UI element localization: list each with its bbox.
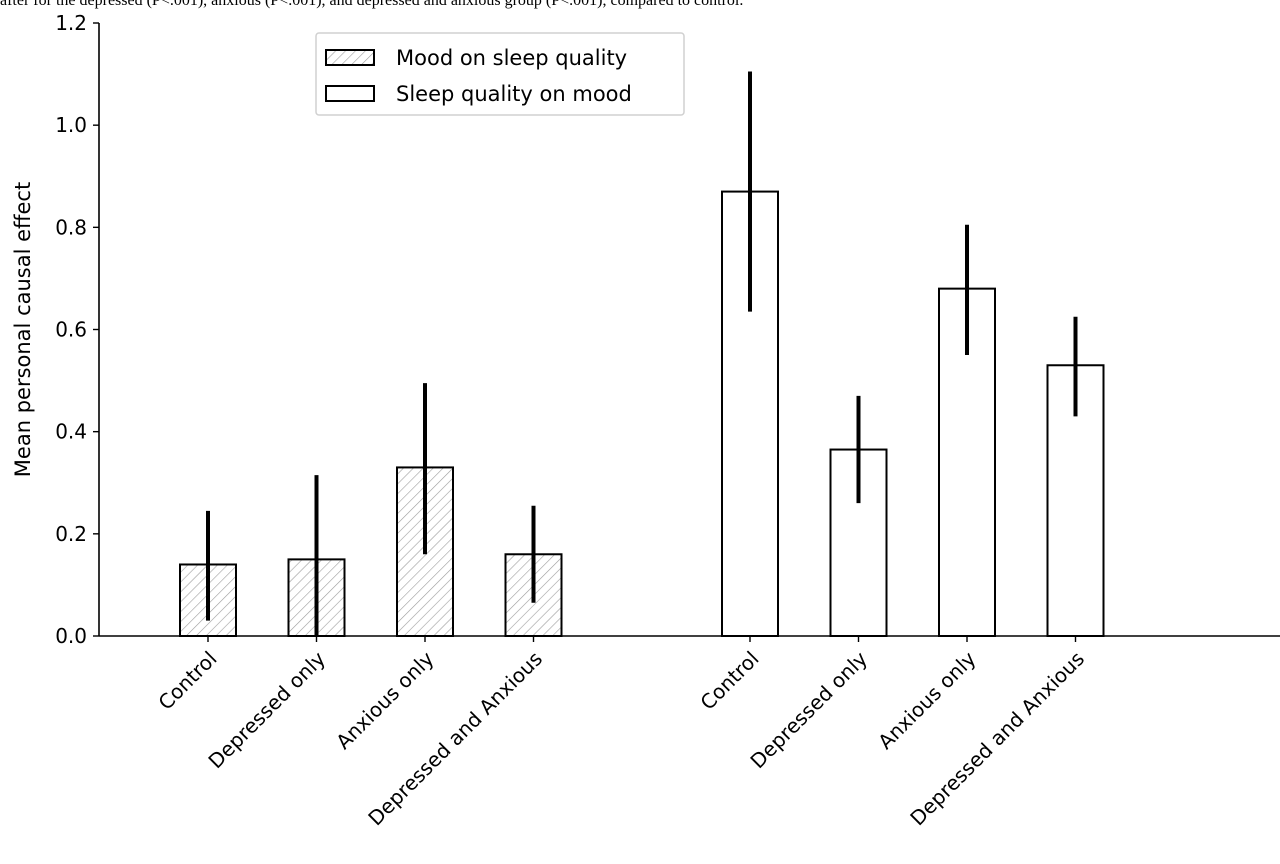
x-tick-label: Control xyxy=(153,647,221,715)
legend: Mood on sleep quality Sleep quality on mo… xyxy=(315,32,685,116)
y-tick-label: 0.2 xyxy=(55,522,87,546)
y-tick-label: 0.4 xyxy=(55,420,87,444)
y-tick-label: 1.0 xyxy=(55,113,87,137)
y-tick-label: 0.8 xyxy=(55,215,87,239)
series-mood-on-sleep-quality xyxy=(179,383,563,638)
y-tick-label: 1.2 xyxy=(55,11,87,35)
x-tick-label: Anxious only xyxy=(873,646,980,753)
legend-box xyxy=(315,32,685,116)
legend-label: Mood on sleep quality xyxy=(396,46,627,70)
legend-swatch xyxy=(325,49,375,66)
x-tick-label: Anxious only xyxy=(331,646,438,753)
x-tick-label: Depressed and Anxious xyxy=(905,647,1089,831)
y-axis-label: Mean personal causal effect xyxy=(11,182,35,477)
series-sleep-quality-on-mood xyxy=(721,71,1105,637)
figure-caption: after for the depressed (P<.001), anxiou… xyxy=(0,0,744,9)
y-tick-label: 0.0 xyxy=(55,624,87,648)
x-tick-label: Depressed and Anxious xyxy=(363,647,547,831)
x-tick-label: Control xyxy=(695,647,763,715)
legend-swatch xyxy=(325,85,375,102)
x-tick-label: Depressed only xyxy=(203,646,330,773)
legend-label: Sleep quality on mood xyxy=(396,82,632,106)
x-tick-label: Depressed only xyxy=(745,646,872,773)
bars xyxy=(179,71,1105,638)
y-tick-label: 0.6 xyxy=(55,318,87,342)
